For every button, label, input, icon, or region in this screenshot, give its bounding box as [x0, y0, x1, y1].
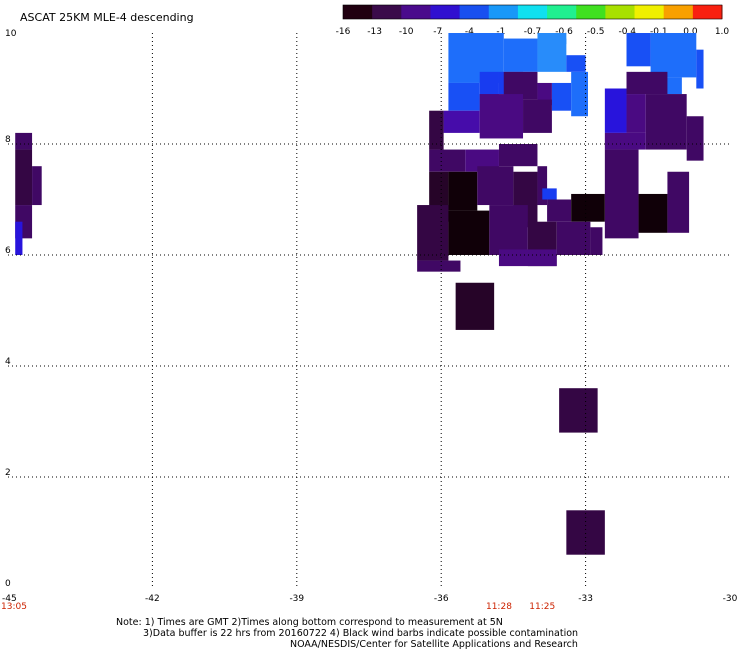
chart-title: ASCAT 25KM MLE-4 descending — [20, 11, 194, 24]
colorbar-segment — [372, 5, 402, 19]
colorbar-label: -0.5 — [587, 27, 605, 37]
time-label: 11:25 — [529, 602, 555, 612]
data-cell — [498, 249, 557, 267]
data-cell — [626, 33, 651, 67]
data-cell — [523, 99, 552, 133]
data-cell — [429, 110, 444, 150]
colorbar-segment — [459, 5, 490, 19]
colorbar-label: -13 — [367, 27, 382, 37]
colorbar-label: 1.0 — [715, 27, 730, 37]
data-cell — [667, 171, 690, 233]
y-tick-label: 4 — [5, 357, 11, 367]
data-cell — [417, 260, 461, 272]
note-line-1: Note: 1) Times are GMT 2)Times along bot… — [116, 617, 503, 628]
colorbar-label: 0.0 — [683, 27, 698, 37]
colorbar-segment — [488, 5, 519, 19]
x-tick-label: -42 — [145, 594, 160, 604]
data-cell — [15, 132, 33, 150]
data-cell — [604, 149, 639, 239]
data-cell — [566, 510, 605, 555]
colorbar-frame — [342, 4, 723, 20]
data-cell — [503, 38, 538, 72]
data-cell — [15, 221, 23, 255]
x-tick-label: -39 — [289, 594, 304, 604]
data-cell — [650, 33, 697, 78]
colorbar-segment — [547, 5, 577, 19]
data-cell — [626, 94, 646, 133]
data-cell — [448, 82, 480, 111]
note-line-3: NOAA/NESDIS/Center for Satellite Applica… — [290, 639, 578, 650]
data-cell — [604, 88, 627, 133]
data-cell — [448, 210, 490, 255]
colorbar-segment — [430, 5, 461, 19]
data-cells — [15, 33, 704, 555]
y-tick-label: 0 — [5, 579, 11, 589]
data-cell — [590, 227, 603, 255]
colorbar: -16 -13 -10 -7 -4 -1 -0.7 -0.6 -0.5 -0.4 -0.1 0.0 1.… — [336, 4, 730, 37]
data-cell — [498, 144, 538, 167]
data-cell — [604, 132, 646, 150]
colorbar-label: -16 — [336, 27, 351, 37]
data-cell — [571, 193, 605, 222]
y-tick-label: 10 — [5, 29, 17, 39]
data-cell — [696, 49, 704, 89]
data-cell — [479, 94, 524, 139]
data-cell — [417, 205, 449, 261]
colorbar-label: -10 — [399, 27, 414, 37]
data-cell — [537, 166, 548, 206]
data-cell — [15, 149, 33, 206]
time-labels: 13:05 11:28 11:25 — [1, 602, 555, 612]
y-tick-label: 8 — [5, 135, 11, 145]
time-label: 13:05 — [1, 602, 27, 612]
data-cell — [448, 171, 478, 211]
data-cell — [542, 188, 557, 200]
x-tick-label: -36 — [434, 594, 449, 604]
colorbar-segment — [576, 5, 606, 19]
data-cell — [429, 149, 466, 172]
colorbar-label: -0.6 — [555, 27, 573, 37]
note-line-2: 3)Data buffer is 22 hrs from 20160722 4)… — [143, 628, 578, 639]
colorbar-segment — [343, 5, 373, 19]
grid-lines — [8, 33, 730, 588]
colorbar-label: -0.1 — [650, 27, 668, 37]
x-tick-label: -33 — [578, 594, 593, 604]
data-cell — [537, 82, 552, 106]
data-cell — [32, 166, 42, 206]
colorbar-segment — [517, 5, 548, 19]
colorbar-label: -0.7 — [524, 27, 542, 37]
y-tick-label: 6 — [5, 246, 11, 256]
colorbar-segment — [605, 5, 636, 19]
y-tick-labels: 0 2 4 6 8 10 — [5, 29, 17, 589]
colorbar-segment — [692, 5, 723, 19]
colorbar-segment — [663, 5, 694, 19]
data-cell — [686, 116, 704, 161]
data-cell — [455, 282, 495, 330]
data-cell — [559, 388, 598, 433]
data-cell — [556, 221, 591, 255]
colorbar-label: -4 — [465, 27, 474, 37]
data-cell — [477, 166, 514, 206]
data-cell — [443, 110, 480, 133]
data-cell — [537, 33, 567, 45]
data-cell — [566, 55, 586, 72]
x-tick-label: -45 — [2, 594, 17, 604]
data-cell — [489, 205, 528, 255]
x-tick-labels: -45 -42 -39 -36 -33 -30 — [2, 594, 738, 604]
data-cell — [547, 199, 572, 222]
data-cell — [626, 71, 668, 95]
data-cell — [638, 193, 668, 233]
colorbar-label: -0.4 — [618, 27, 636, 37]
colorbar-segment — [401, 5, 431, 19]
colorbar-segment — [634, 5, 665, 19]
y-tick-label: 2 — [5, 468, 11, 478]
time-label: 11:28 — [486, 602, 512, 612]
colorbar-label: -7 — [433, 27, 442, 37]
data-cell — [551, 82, 572, 111]
x-tick-label: -30 — [723, 594, 738, 604]
data-cell — [571, 71, 589, 117]
data-cell — [645, 94, 687, 150]
colorbar-label: -1 — [496, 27, 505, 37]
